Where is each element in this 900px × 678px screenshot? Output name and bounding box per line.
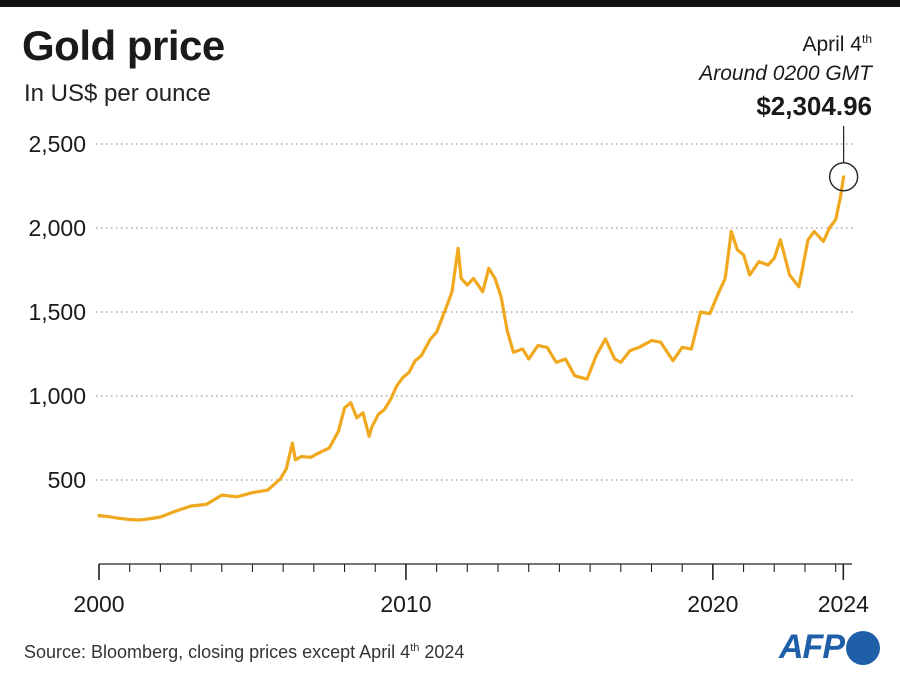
y-tick-label-2000: 2,000 xyxy=(28,215,86,241)
y-tick-label-1500: 1,500 xyxy=(28,299,86,325)
top-rule xyxy=(0,0,900,7)
annotation-time: Around 0200 GMT xyxy=(699,62,872,85)
chart-subtitle: In US$ per ounce xyxy=(24,80,211,107)
annotation-value: $2,304.96 xyxy=(756,91,872,121)
source-note: Source: Bloomberg, closing prices except… xyxy=(24,642,464,663)
source-suffix: th xyxy=(410,642,420,654)
y-tick-label-500: 500 xyxy=(48,467,86,493)
x-tick-label-2024: 2024 xyxy=(818,591,869,617)
x-tick-label-2020: 2020 xyxy=(687,591,738,617)
annotation-date: April 4th xyxy=(802,32,872,57)
x-tick-label-2010: 2010 xyxy=(380,591,431,617)
x-tick-label-2000: 2000 xyxy=(73,591,124,617)
series-line-0 xyxy=(97,175,846,522)
logo-dot-icon xyxy=(846,630,880,665)
chart-title: Gold price xyxy=(22,22,225,69)
logo-text: AFP xyxy=(779,628,845,666)
y-tick-label-1000: 1,000 xyxy=(28,383,86,409)
afp-logo: AFP xyxy=(779,628,880,667)
source-text: Source: Bloomberg, closing prices except… xyxy=(24,642,411,662)
y-tick-label-2500: 2,500 xyxy=(28,131,86,157)
annotation-date-suffix: th xyxy=(861,32,872,46)
annotation-marker-circle xyxy=(828,162,859,192)
annotation-date-text: April 4 xyxy=(802,33,862,56)
source-year: 2024 xyxy=(419,642,465,662)
